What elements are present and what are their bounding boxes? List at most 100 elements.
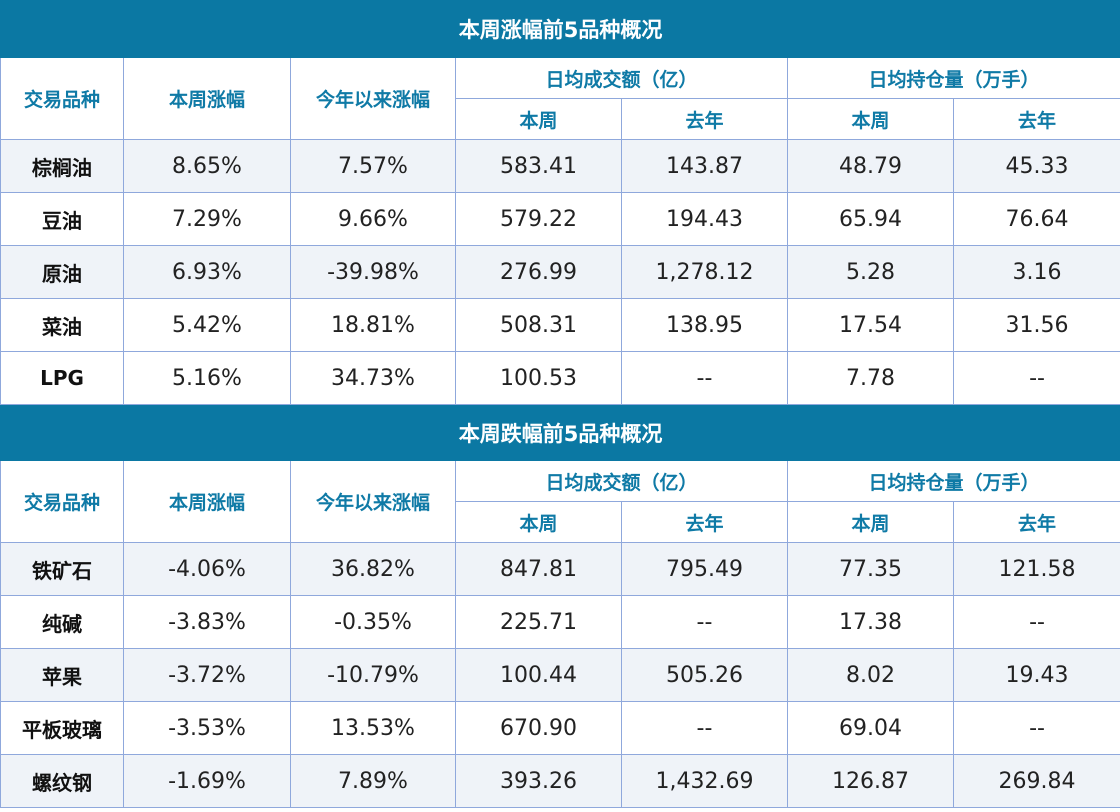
cell-oi-ly: -- [952, 701, 1120, 755]
cell-turnover-week: 579.22 [455, 192, 622, 246]
cell-name: 豆油 [0, 192, 124, 246]
cell-oi-week: 48.79 [787, 139, 954, 193]
cell-name: 棕榈油 [0, 139, 124, 193]
cell-turnover-ly: -- [621, 351, 788, 405]
header-turnover-week: 本周 [455, 501, 622, 543]
cell-oi-week: 65.94 [787, 192, 954, 246]
header-oi-last-year: 去年 [952, 98, 1120, 140]
cell-name: 菜油 [0, 298, 124, 352]
cell-ytd: 7.57% [290, 139, 456, 193]
cell-oi-ly: 19.43 [952, 648, 1120, 702]
cell-turnover-ly: 1,432.69 [621, 754, 788, 808]
cell-ytd: 34.73% [290, 351, 456, 405]
table-row: 螺纹钢 -1.69% 7.89% 393.26 1,432.69 126.87 … [0, 754, 1120, 808]
cell-turnover-ly: 795.49 [621, 542, 788, 596]
cell-turnover-ly: 194.43 [621, 192, 788, 246]
cell-weekly: -3.53% [123, 701, 291, 755]
cell-name: LPG [0, 351, 124, 405]
cell-turnover-week: 670.90 [455, 701, 622, 755]
header-turnover-group: 日均成交额（亿） [455, 57, 788, 99]
cell-ytd: 18.81% [290, 298, 456, 352]
cell-oi-week: 69.04 [787, 701, 954, 755]
cell-weekly: -1.69% [123, 754, 291, 808]
cell-oi-week: 7.78 [787, 351, 954, 405]
cell-oi-week: 77.35 [787, 542, 954, 596]
cell-turnover-week: 225.71 [455, 595, 622, 649]
cell-weekly: 5.16% [123, 351, 291, 405]
cell-name: 纯碱 [0, 595, 124, 649]
cell-oi-ly: 31.56 [952, 298, 1120, 352]
table-row: 豆油 7.29% 9.66% 579.22 194.43 65.94 76.64 [0, 192, 1120, 246]
header-ytd-change: 今年以来涨幅 [290, 57, 456, 140]
cell-turnover-ly: 138.95 [621, 298, 788, 352]
table-row: 纯碱 -3.83% -0.35% 225.71 -- 17.38 -- [0, 595, 1120, 649]
cell-turnover-ly: -- [621, 595, 788, 649]
cell-turnover-week: 583.41 [455, 139, 622, 193]
cell-oi-ly: 269.84 [952, 754, 1120, 808]
cell-oi-ly: 45.33 [952, 139, 1120, 193]
cell-weekly: -3.83% [123, 595, 291, 649]
table-row: 苹果 -3.72% -10.79% 100.44 505.26 8.02 19.… [0, 648, 1120, 702]
header-name: 交易品种 [0, 460, 124, 543]
cell-turnover-week: 100.53 [455, 351, 622, 405]
cell-oi-week: 8.02 [787, 648, 954, 702]
cell-weekly: -4.06% [123, 542, 291, 596]
header-oi-group: 日均持仓量（万手） [786, 460, 1120, 502]
header-oi-last-year: 去年 [952, 501, 1120, 543]
cell-weekly: -3.72% [123, 648, 291, 702]
cell-turnover-ly: 505.26 [621, 648, 788, 702]
cell-oi-ly: 76.64 [952, 192, 1120, 246]
header-oi-week: 本周 [787, 501, 954, 543]
cell-oi-week: 126.87 [787, 754, 954, 808]
cell-weekly: 6.93% [123, 245, 291, 299]
cell-ytd: -0.35% [290, 595, 456, 649]
cell-ytd: 13.53% [290, 701, 456, 755]
table-row: 棕榈油 8.65% 7.57% 583.41 143.87 48.79 45.3… [0, 139, 1120, 193]
header-turnover-group: 日均成交额（亿） [455, 460, 788, 502]
table-row: 原油 6.93% -39.98% 276.99 1,278.12 5.28 3.… [0, 245, 1120, 299]
cell-ytd: 36.82% [290, 542, 456, 596]
cell-oi-week: 5.28 [787, 245, 954, 299]
cell-oi-week: 17.38 [787, 595, 954, 649]
cell-turnover-week: 508.31 [455, 298, 622, 352]
cell-name: 铁矿石 [0, 542, 124, 596]
cell-turnover-week: 276.99 [455, 245, 622, 299]
cell-oi-ly: 3.16 [952, 245, 1120, 299]
cell-turnover-ly: 1,278.12 [621, 245, 788, 299]
cell-oi-ly: 121.58 [952, 542, 1120, 596]
cell-turnover-week: 393.26 [455, 754, 622, 808]
cell-ytd: 9.66% [290, 192, 456, 246]
top-gainers-table: 本周涨幅前5品种概况 交易品种 本周涨幅 今年以来涨幅 日均成交额（亿） 日均持… [0, 0, 1120, 405]
cell-turnover-week: 847.81 [455, 542, 622, 596]
header-weekly-change: 本周涨幅 [123, 460, 291, 543]
table-row: 平板玻璃 -3.53% 13.53% 670.90 -- 69.04 -- [0, 701, 1120, 755]
cell-weekly: 8.65% [123, 139, 291, 193]
header-weekly-change: 本周涨幅 [123, 57, 291, 140]
cell-name: 苹果 [0, 648, 124, 702]
top-losers-table: 本周跌幅前5品种概况 交易品种 本周涨幅 今年以来涨幅 日均成交额（亿） 日均持… [0, 405, 1120, 808]
cell-ytd: -10.79% [290, 648, 456, 702]
section-title: 本周涨幅前5品种概况 [0, 0, 1120, 58]
cell-turnover-ly: -- [621, 701, 788, 755]
header-name: 交易品种 [0, 57, 124, 140]
cell-name: 原油 [0, 245, 124, 299]
cell-ytd: -39.98% [290, 245, 456, 299]
table-row: 铁矿石 -4.06% 36.82% 847.81 795.49 77.35 12… [0, 542, 1120, 596]
cell-turnover-week: 100.44 [455, 648, 622, 702]
header-turnover-week: 本周 [455, 98, 622, 140]
cell-oi-ly: -- [952, 595, 1120, 649]
header-oi-week: 本周 [787, 98, 954, 140]
table-row: 菜油 5.42% 18.81% 508.31 138.95 17.54 31.5… [0, 298, 1120, 352]
header-turnover-last-year: 去年 [621, 501, 788, 543]
cell-turnover-ly: 143.87 [621, 139, 788, 193]
header-oi-group: 日均持仓量（万手） [786, 57, 1120, 99]
cell-weekly: 5.42% [123, 298, 291, 352]
cell-weekly: 7.29% [123, 192, 291, 246]
cell-ytd: 7.89% [290, 754, 456, 808]
cell-name: 螺纹钢 [0, 754, 124, 808]
section-title: 本周跌幅前5品种概况 [0, 405, 1120, 461]
cell-name: 平板玻璃 [0, 701, 124, 755]
header-ytd-change: 今年以来涨幅 [290, 460, 456, 543]
cell-oi-week: 17.54 [787, 298, 954, 352]
